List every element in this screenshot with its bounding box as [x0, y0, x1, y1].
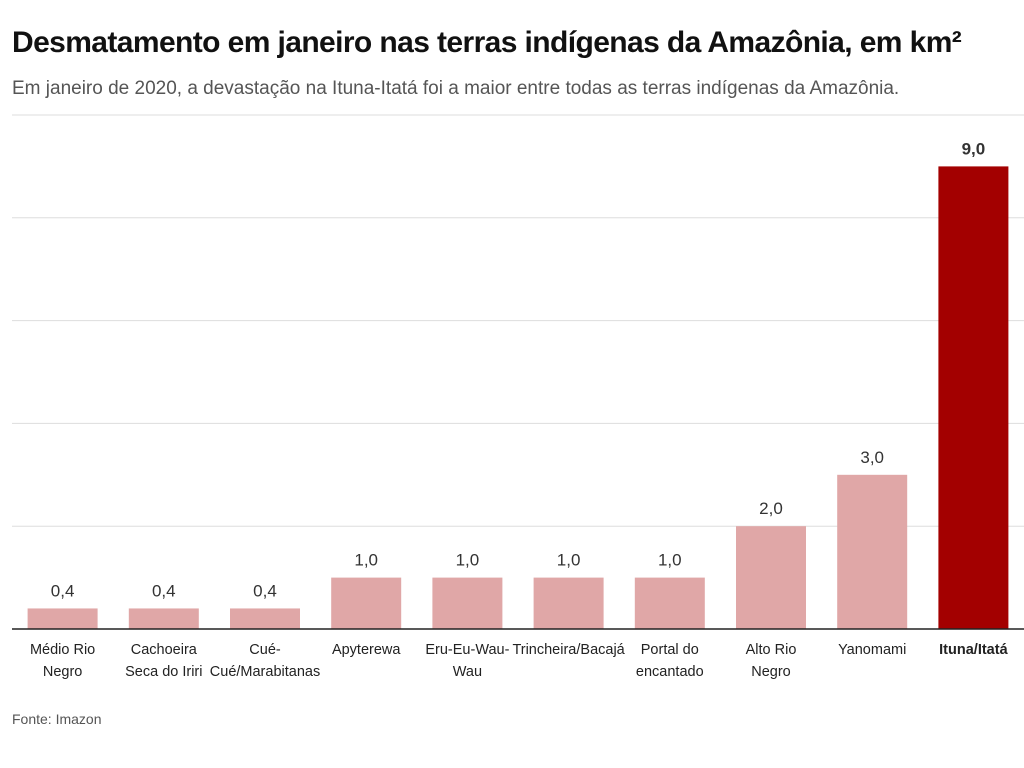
labels: 0,4 Médio Rio Negro 0,4 Cachoeira Seca do Iri… [30, 139, 1009, 680]
bar [938, 166, 1009, 629]
bar [27, 608, 98, 629]
category-label: Portal do encantado [636, 642, 704, 680]
value-label: 3,0 [860, 448, 884, 467]
value-label: 9,0 [962, 139, 986, 158]
category-label: Eru-Eu-Wau-Wau [425, 642, 509, 680]
chart-title: Desmatamento em janeiro nas terras indíg… [12, 26, 962, 59]
bar-chart: 0,4 Médio Rio Negro 0,4 Cachoeira Seca do Iri… [12, 114, 1024, 680]
bar [736, 526, 806, 629]
category-label: Yanomami [838, 642, 906, 658]
value-label: 1,0 [354, 551, 378, 570]
category-label: Trincheira/Bacajá [512, 642, 625, 658]
value-label: 0,4 [152, 581, 176, 600]
bar [837, 474, 908, 629]
value-label: 0,4 [253, 581, 277, 600]
bar [128, 608, 199, 629]
value-label: 1,0 [658, 551, 682, 570]
value-label: 0,4 [51, 581, 75, 600]
category-label: Médio Rio Negro [30, 642, 95, 680]
chart-subtitle: Em janeiro de 2020, a devastação na Itun… [12, 78, 900, 99]
bar [331, 577, 402, 629]
category-label: Ituna/Itatá [939, 642, 1008, 658]
category-label: Cué-Cué/Marabitanas [210, 642, 320, 680]
value-label: 2,0 [759, 499, 783, 518]
category-label: Alto Rio Negro [746, 642, 797, 680]
value-label: 1,0 [557, 551, 581, 570]
bar [432, 577, 503, 629]
bar [230, 608, 300, 629]
bar [634, 577, 705, 629]
category-label: Cachoeira Seca do Iriri [125, 642, 202, 680]
value-label: 1,0 [456, 551, 480, 570]
source-note: Fonte: Imazon [12, 711, 102, 727]
bar [533, 577, 604, 629]
category-label: Apyterewa [332, 642, 401, 658]
bars [27, 166, 1009, 629]
